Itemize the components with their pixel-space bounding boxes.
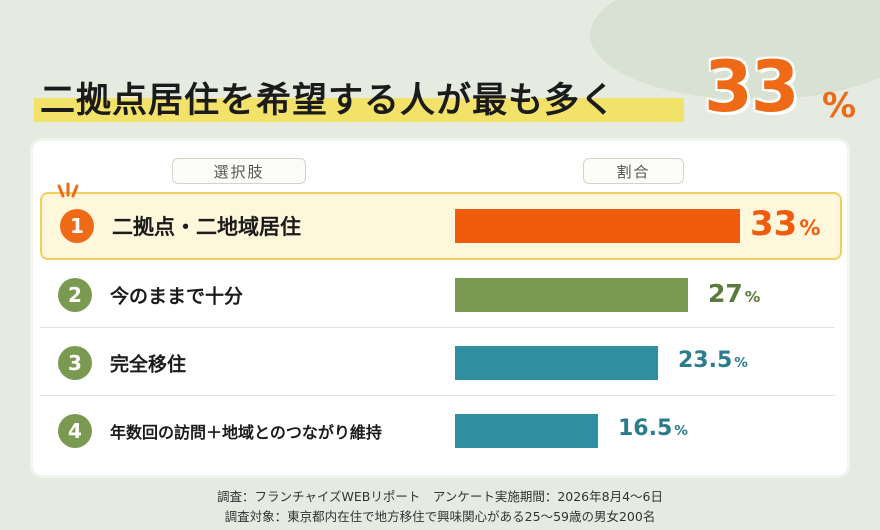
bar — [455, 209, 740, 243]
value-number: 23.5 — [678, 348, 733, 373]
rank-badge: 1 — [60, 209, 94, 243]
category-label: 完全移住 — [110, 353, 187, 376]
highlight-spark-icon — [57, 182, 79, 198]
category-label: 今のままで十分 — [110, 285, 244, 308]
chart-row: 3 完全移住 — [40, 330, 842, 396]
category-label: 年数回の訪問＋地域とのつながり維持 — [110, 423, 382, 442]
bar — [455, 278, 688, 312]
bar — [455, 414, 598, 448]
headline-value: 33 — [704, 46, 799, 128]
headline-underline — [34, 98, 684, 122]
value-number: 27 — [708, 278, 743, 308]
value-label: 23.5% — [678, 350, 748, 372]
column-header-choice: 選択肢 — [172, 158, 306, 184]
headline-unit: % — [822, 86, 857, 126]
row-divider — [40, 395, 835, 396]
rank-badge: 4 — [58, 414, 92, 448]
footnote-survey: 調査：フランチャイズWEBリポート アンケート実施期間：2026年8月4〜6日 — [216, 489, 663, 504]
value-label: 16.5% — [618, 418, 688, 440]
headline-text: 二拠点居住を希望する人が最も多く — [40, 81, 617, 121]
value-unit: % — [734, 355, 748, 371]
value-label: 33% — [750, 207, 820, 241]
column-header-ratio: 割合 — [583, 158, 684, 184]
chart-row: 4 年数回の訪問＋地域とのつながり維持 — [40, 398, 842, 464]
value-unit: % — [799, 215, 821, 240]
value-label: 27% — [708, 281, 760, 306]
category-label: 二拠点・二地域居住 — [112, 215, 301, 239]
rank-badge: 3 — [58, 346, 92, 380]
rank-badge: 2 — [58, 278, 92, 312]
bar — [455, 346, 658, 380]
footnote-target: 調査対象：東京都内在住で地方移住で興味関心がある25〜59歳の男女200名 — [224, 509, 656, 524]
headline: 二拠点居住を希望する人が最も多く 33 % — [34, 46, 856, 128]
value-unit: % — [744, 287, 761, 306]
chart-row: 2 今のままで十分 — [40, 262, 842, 328]
value-unit: % — [674, 423, 688, 439]
value-number: 33 — [750, 204, 798, 244]
row-divider — [40, 327, 835, 328]
value-number: 16.5 — [618, 416, 673, 441]
